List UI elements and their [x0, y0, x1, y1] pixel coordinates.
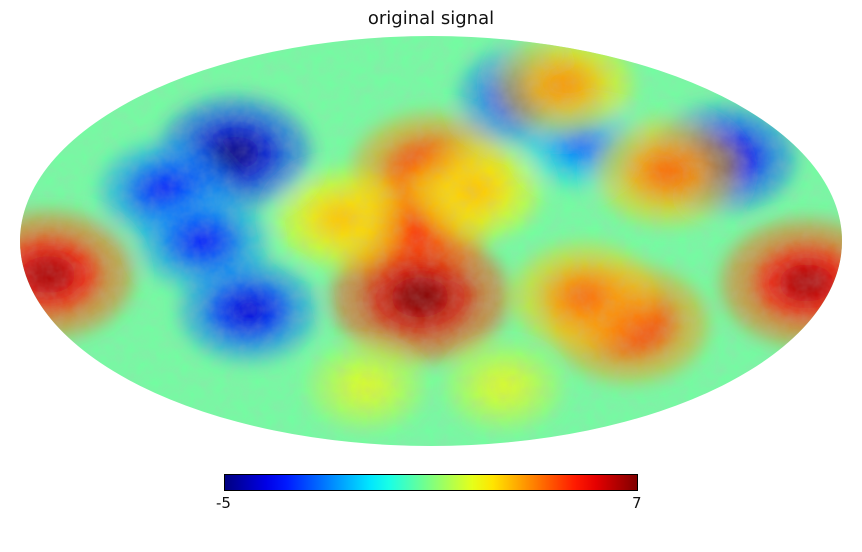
colorbar-min-label: -5: [216, 494, 231, 512]
colorbar-max-label: 7: [632, 494, 642, 512]
chart-title: original signal: [367, 8, 495, 29]
map-texture: [20, 36, 842, 446]
colorbar: [224, 474, 638, 491]
